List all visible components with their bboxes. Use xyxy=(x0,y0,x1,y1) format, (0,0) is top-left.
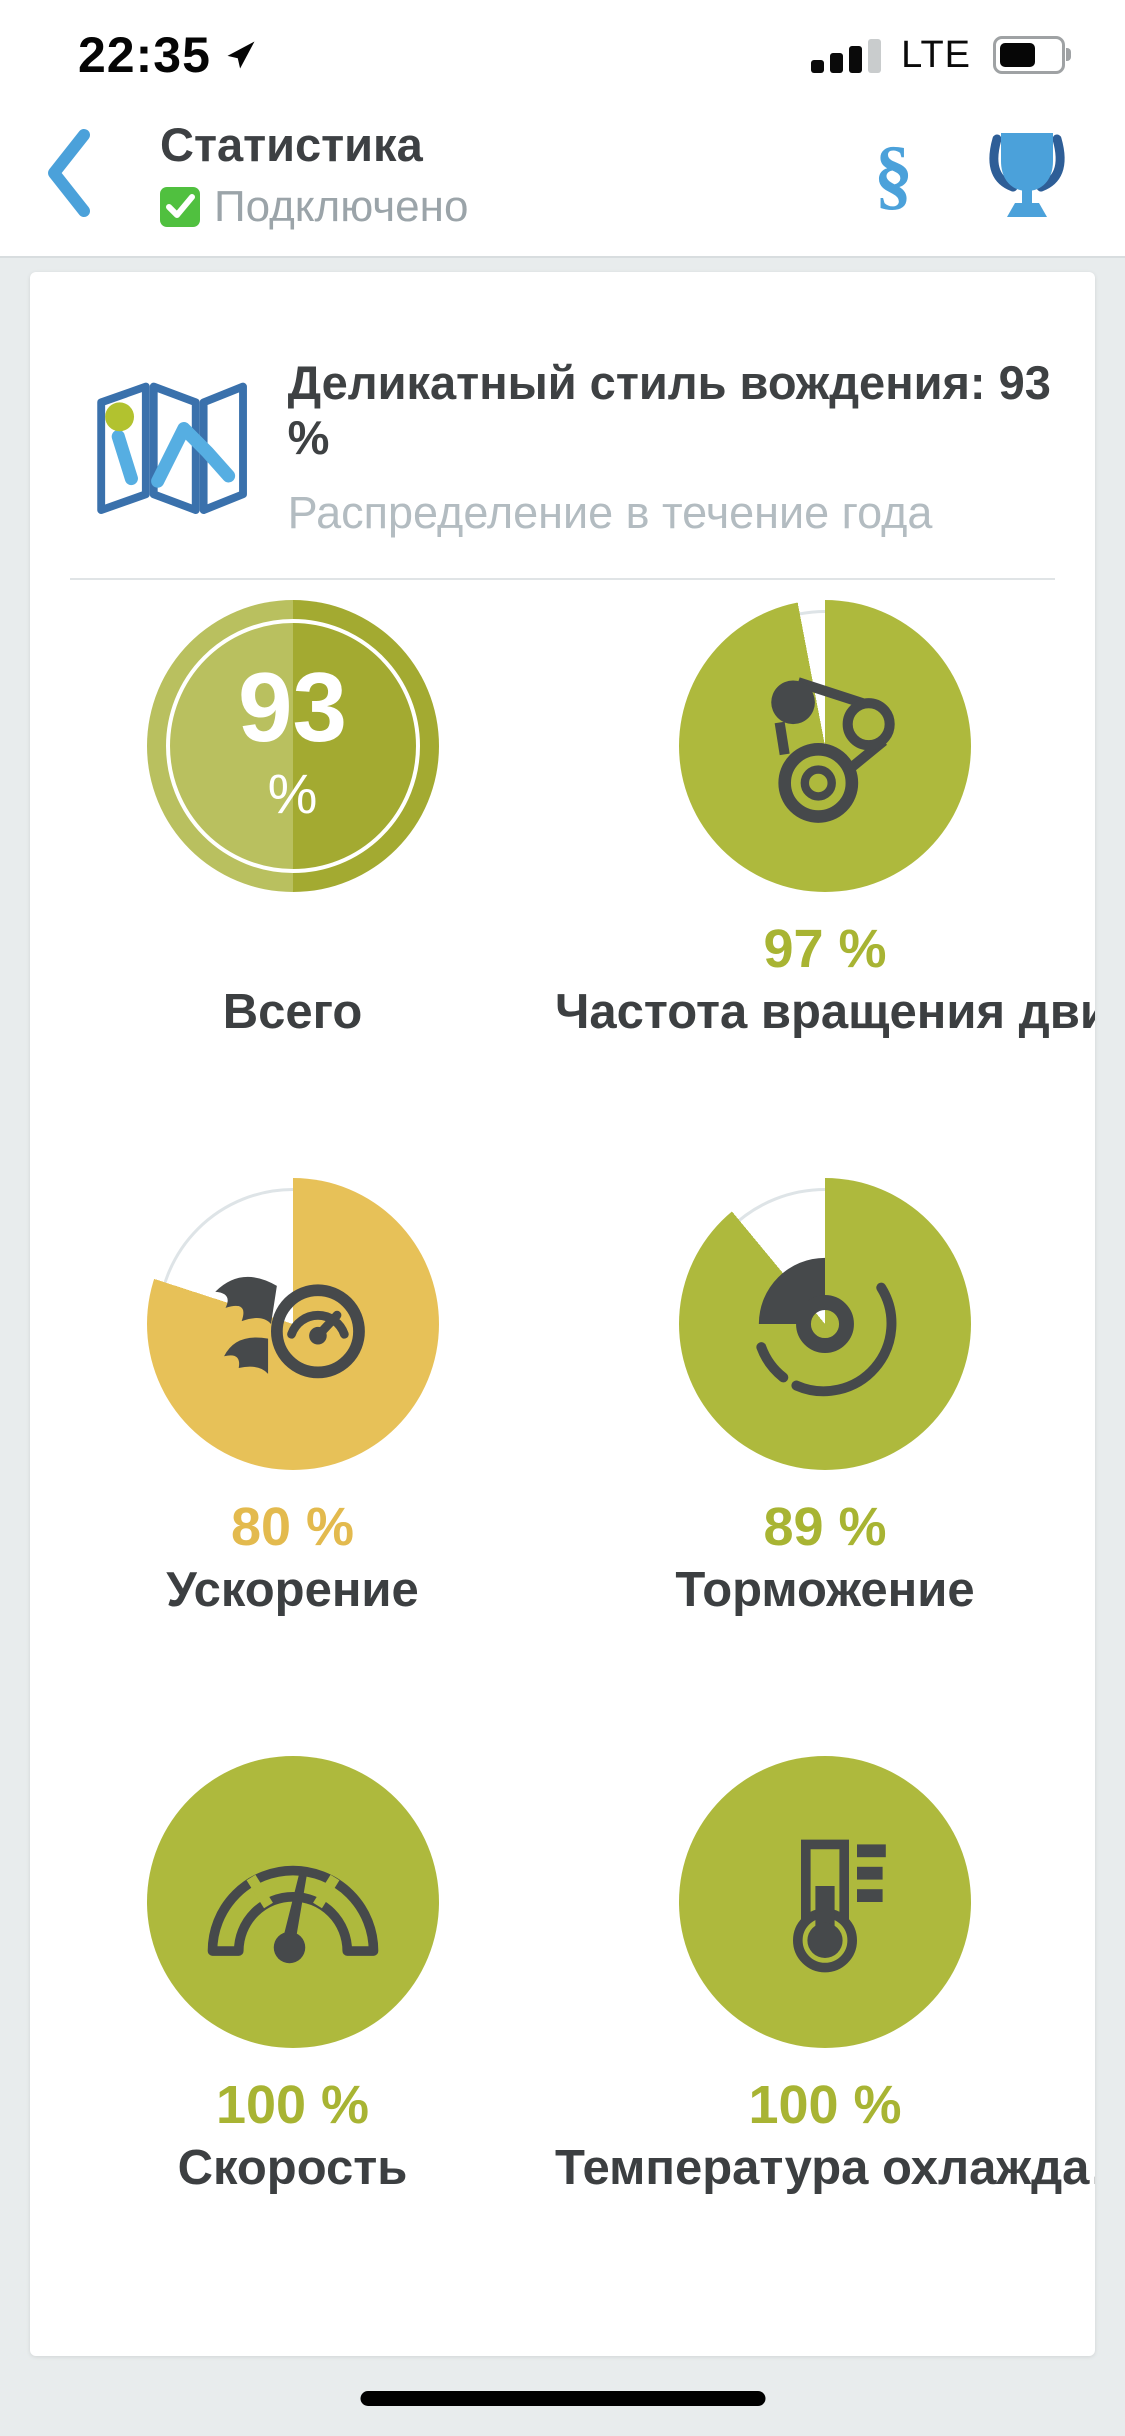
clock: 22:35 xyxy=(78,27,211,83)
status-left: 22:35 xyxy=(78,26,259,84)
engine-belt-icon xyxy=(679,600,971,892)
gauge-value-label: 89 % xyxy=(763,1497,887,1557)
achievements-trophy-button[interactable] xyxy=(977,123,1077,226)
flame-speedometer-icon xyxy=(147,1178,439,1470)
status-bar: 22:35 LTE xyxy=(0,0,1125,100)
legal-section-button[interactable]: § xyxy=(874,130,913,217)
thermometer-icon xyxy=(679,1756,971,2048)
gauge-engine-rpm-chart xyxy=(679,600,971,892)
map-chart-icon xyxy=(97,382,247,514)
gauge-label: Температура охлажда… xyxy=(555,2141,1095,2195)
gauge-total-chart: 93 % xyxy=(146,600,439,892)
divider xyxy=(70,578,1055,580)
battery-nub xyxy=(1066,48,1071,61)
card-subtitle: Распределение в течение года xyxy=(287,487,933,538)
gauge-coolant-temp-chart xyxy=(679,1756,971,2048)
gauge-braking[interactable]: 89 % Торможение xyxy=(555,1170,1095,1748)
cellular-signal-icon xyxy=(811,37,882,73)
gauge-label: Торможение xyxy=(675,1563,975,1617)
gauge-value-label: 100 % xyxy=(748,2075,902,2135)
gauge-label: Частота вращения дви… xyxy=(555,985,1095,1039)
network-type-label: LTE xyxy=(901,33,971,76)
card-header-texts: Деликатный стиль вождения: 93 % Распреде… xyxy=(288,355,1055,539)
gauge-total[interactable]: 93 % Всего xyxy=(30,592,555,1170)
gauge-value-label: 97 % xyxy=(763,919,887,979)
gauge-braking-chart xyxy=(679,1178,971,1470)
battery-icon xyxy=(993,36,1071,74)
status-right: LTE xyxy=(811,33,1071,77)
gauge-acceleration-chart xyxy=(146,1178,439,1470)
gauges-grid: 93 % Всего xyxy=(30,580,1095,2326)
page-title: Статистика xyxy=(160,117,423,171)
nav-actions: § xyxy=(874,123,1077,226)
title-block: Статистика Подключено xyxy=(160,117,874,232)
speedometer-icon xyxy=(147,1756,439,2048)
gauge-total-value: 93 % xyxy=(237,652,347,825)
connected-check-icon xyxy=(160,186,200,227)
inner-ring xyxy=(165,619,420,873)
back-button[interactable] xyxy=(34,124,104,224)
gauge-speed[interactable]: 100 % Скорость xyxy=(30,1748,555,2326)
gauge-speed-chart xyxy=(146,1756,439,2048)
card-title: Деликатный стиль вождения: 93 % xyxy=(287,356,1051,464)
connection-status: Подключено xyxy=(214,181,469,231)
gauge-label: Всего xyxy=(222,985,363,1039)
gauge-coolant-temp[interactable]: 100 % Температура охлажда… xyxy=(555,1748,1095,2326)
brake-disc-icon xyxy=(679,1178,971,1470)
gauge-engine-rpm[interactable]: 97 % Частота вращения дви… xyxy=(555,592,1095,1170)
gauge-value-label: 80 % xyxy=(230,1497,355,1557)
statistics-card: Деликатный стиль вождения: 93 % Распреде… xyxy=(30,272,1095,2356)
battery-fill xyxy=(1000,43,1036,67)
trophy-icon xyxy=(989,132,1065,217)
card-header: Деликатный стиль вождения: 93 % Распреде… xyxy=(30,272,1095,540)
gauge-value-label: 100 % xyxy=(215,2075,370,2135)
gauge-label: Скорость xyxy=(177,2141,408,2195)
connection-row: Подключено xyxy=(160,182,874,232)
navigation-bar: Статистика Подключено § xyxy=(0,100,1125,258)
home-indicator[interactable] xyxy=(360,2391,765,2406)
location-arrow-icon xyxy=(227,41,255,69)
gauge-label: Ускорение xyxy=(166,1563,419,1617)
chevron-left-icon xyxy=(48,128,90,217)
gauge-acceleration[interactable]: 80 % Ускорение xyxy=(30,1170,555,1748)
pie-fill xyxy=(679,1178,971,1470)
